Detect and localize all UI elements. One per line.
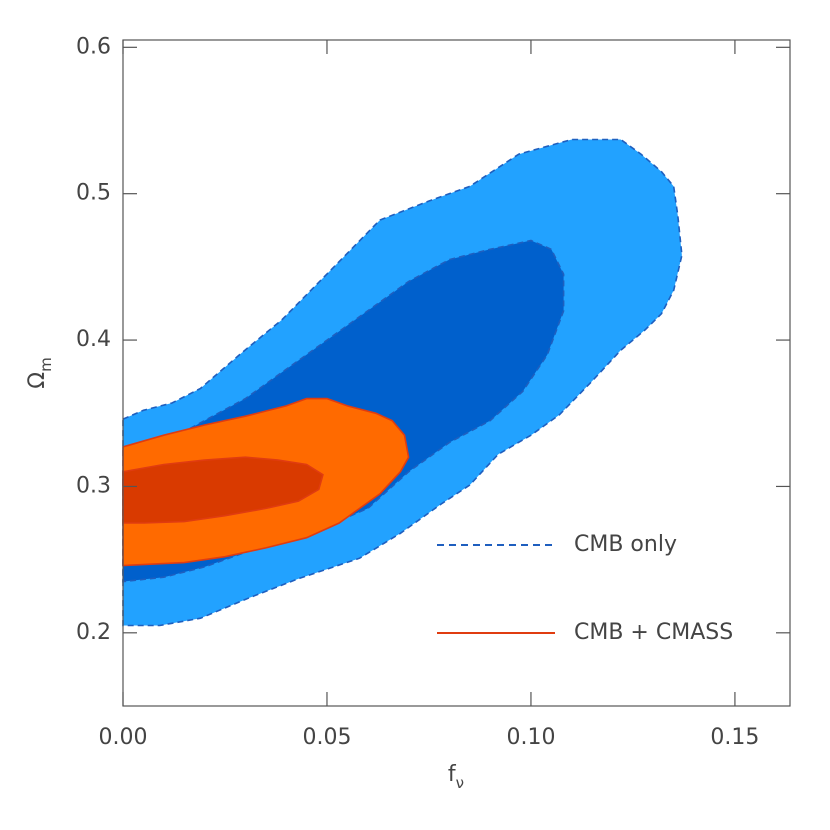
x-label-sub: ν (456, 774, 464, 792)
x-axis-label: fν (448, 762, 464, 792)
y-label-main: Ω (25, 372, 50, 389)
legend-label: CMB + CMASS (574, 620, 733, 645)
y-label-sub: m (37, 357, 55, 372)
x-tick-label: 0.10 (506, 725, 555, 750)
y-axis-label: Ωm (25, 357, 55, 388)
x-tick-label: 0.05 (302, 725, 351, 750)
x-label-main: f (448, 762, 457, 787)
y-tick-label: 0.4 (76, 327, 111, 352)
y-tick-label: 0.5 (76, 181, 111, 206)
y-tick-label: 0.3 (76, 473, 111, 498)
legend-label: CMB only (574, 532, 677, 557)
y-tick-label: 0.2 (76, 620, 111, 645)
contour-region (122, 456, 324, 524)
contours (122, 138, 683, 627)
plot-frame (122, 39, 791, 707)
y-tick-label: 0.6 (76, 34, 111, 59)
x-tick-label: 0.15 (710, 725, 759, 750)
x-tick-label: 0.00 (99, 725, 148, 750)
